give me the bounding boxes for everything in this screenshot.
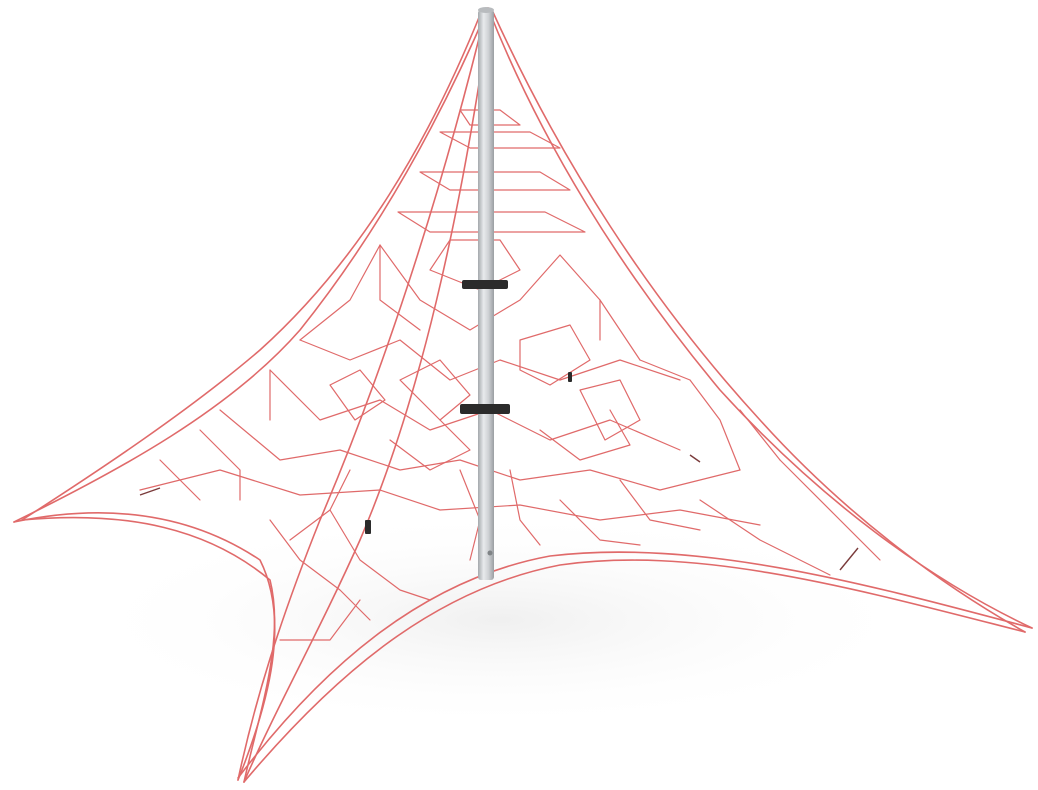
pole-connectors (365, 280, 572, 534)
central-pole (478, 7, 494, 580)
lower-connector (460, 404, 510, 414)
inner-web-ropes (139, 239, 881, 641)
pole-bolt (487, 550, 493, 556)
outer-frame-ropes (13, 7, 1033, 783)
rope-clamp-mid (568, 372, 572, 382)
upper-connector (462, 280, 508, 289)
ground-shadow (70, 510, 930, 730)
rope-joint-accents (139, 454, 859, 571)
rope-clamp-left (365, 520, 371, 534)
